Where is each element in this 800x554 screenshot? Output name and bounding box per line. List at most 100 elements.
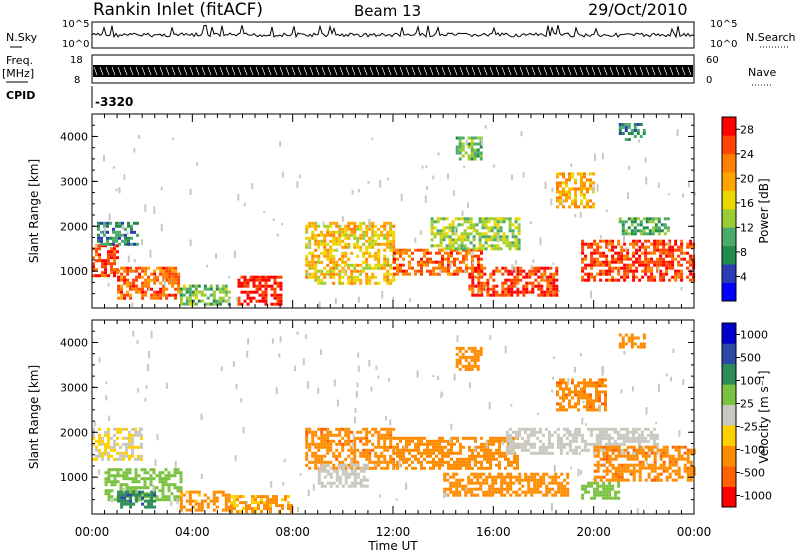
velocity-cell	[426, 454, 429, 458]
velocity-cell	[338, 442, 342, 446]
power-cell	[311, 224, 315, 228]
velocity-cell	[122, 457, 125, 461]
power-cell	[383, 242, 387, 246]
velocity-cell	[329, 430, 333, 434]
velocity-cell	[590, 481, 594, 485]
power-cell	[552, 281, 556, 285]
velocity-cell	[167, 474, 171, 478]
velocity-cell	[107, 457, 110, 461]
power-cell	[341, 260, 345, 264]
velocity-cell	[470, 487, 474, 491]
velocity-cell	[560, 481, 564, 485]
power-cell	[475, 232, 479, 236]
power-cell	[165, 269, 169, 273]
power-cell	[95, 274, 98, 278]
velocity-cell	[320, 454, 324, 458]
power-cell	[593, 257, 597, 261]
velocity-cell	[215, 496, 219, 500]
velocity-cell	[554, 481, 558, 485]
power-speckle-cell	[687, 181, 690, 188]
velocity-cell	[128, 439, 131, 443]
power-cell	[493, 223, 497, 227]
velocity-speckle-cell	[279, 336, 282, 343]
velocity-speckle-cell	[320, 349, 323, 356]
velocity-cell	[92, 427, 95, 431]
velocity-speckle-cell	[440, 391, 443, 399]
velocity-cell	[656, 475, 660, 479]
velocity-cell	[248, 504, 251, 508]
power-cell	[534, 266, 538, 270]
velocity-cell	[568, 402, 571, 406]
power-cell	[305, 272, 309, 276]
power-cell	[191, 302, 195, 306]
power-cell	[329, 254, 333, 258]
velocity-cell	[371, 460, 375, 464]
power-cell	[168, 266, 172, 270]
velocity-cell	[668, 463, 672, 467]
velocity-cell	[474, 457, 477, 461]
velocity-cell	[659, 463, 663, 467]
velocity-cell	[438, 463, 441, 467]
velocity-colorbar-swatch	[722, 486, 736, 508]
velocity-cell	[98, 451, 101, 455]
velocity-cell	[152, 468, 156, 472]
power-cell	[359, 233, 363, 237]
velocity-speckle-cell	[200, 473, 203, 479]
velocity-cell	[444, 445, 447, 449]
velocity-speckle-cell	[405, 482, 408, 490]
velocity-cell	[568, 445, 572, 449]
velocity-cell	[508, 433, 512, 437]
power-cell	[671, 245, 675, 249]
power-cell	[479, 154, 483, 158]
velocity-cell	[362, 436, 366, 440]
power-cell	[651, 229, 655, 233]
power-cell	[332, 260, 336, 264]
velocity-cell	[263, 504, 266, 508]
power-cell	[668, 251, 672, 255]
power-cell	[516, 275, 520, 279]
power-cell	[371, 221, 375, 225]
velocity-cell	[523, 430, 527, 434]
power-cell	[516, 290, 520, 294]
power-cell	[568, 196, 571, 200]
power-cell	[457, 238, 461, 242]
velocity-cell	[568, 387, 571, 391]
power-cell	[329, 251, 333, 255]
power-cell	[165, 272, 169, 276]
velocity-cell	[371, 427, 375, 431]
velocity-cell	[605, 448, 609, 452]
power-cell	[474, 254, 477, 258]
velocity-cell	[599, 478, 603, 482]
velocity-cell	[146, 471, 150, 475]
velocity-cell	[527, 487, 531, 491]
velocity-cell	[134, 445, 137, 449]
power-cell	[662, 248, 666, 252]
power-cell	[237, 296, 241, 300]
power-cell	[677, 272, 681, 276]
velocity-speckle-cell	[139, 427, 141, 435]
velocity-cell	[176, 471, 180, 475]
power-cell	[141, 281, 145, 285]
power-speckle-cell	[392, 296, 395, 302]
power-cell	[460, 244, 464, 248]
velocity-cell	[377, 463, 381, 467]
power-cell	[474, 293, 478, 297]
velocity-cell	[308, 460, 312, 464]
power-cell	[279, 287, 283, 291]
nsky-trace	[91, 24, 695, 46]
power-speckle-cell	[590, 290, 592, 299]
power-cell	[617, 257, 621, 261]
power-cell	[408, 266, 411, 270]
power-cell	[689, 263, 693, 267]
velocity-cell	[212, 490, 216, 494]
power-cell	[671, 275, 675, 279]
power-cell	[537, 269, 541, 273]
velocity-cell	[566, 481, 570, 485]
power-cell	[462, 257, 465, 261]
power-cell	[344, 272, 348, 276]
power-cell	[162, 290, 166, 294]
power-cell	[599, 239, 603, 243]
velocity-cell	[516, 463, 519, 467]
power-cell	[590, 263, 594, 267]
velocity-cell	[467, 475, 471, 479]
